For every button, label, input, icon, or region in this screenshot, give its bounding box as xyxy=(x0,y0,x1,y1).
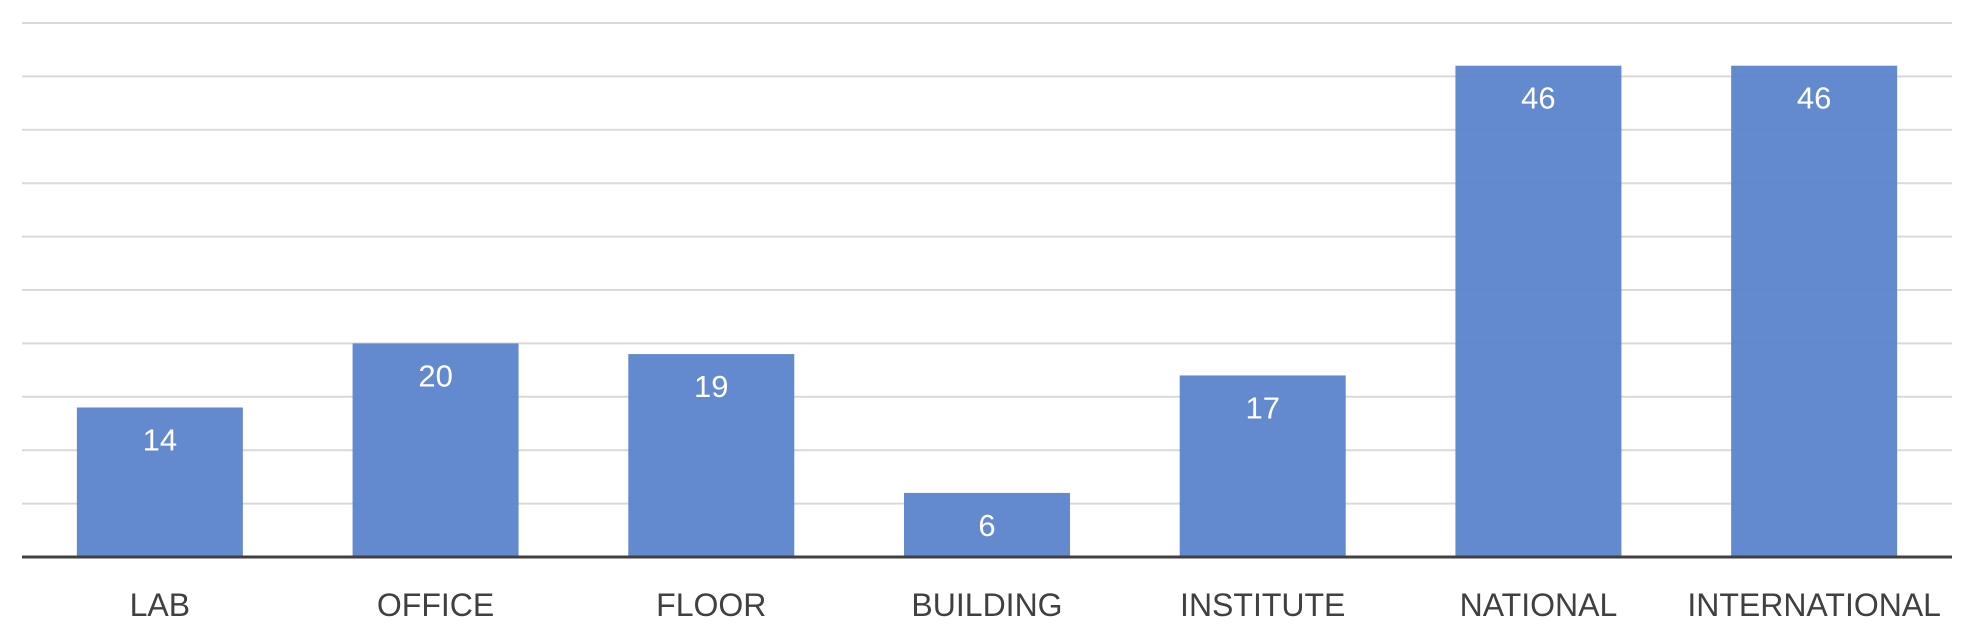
grid-lines xyxy=(22,22,1952,505)
data-label-building: 6 xyxy=(978,508,995,543)
category-label-office: OFFICE xyxy=(377,587,494,623)
bar-floor xyxy=(628,354,795,557)
data-label-office: 20 xyxy=(418,358,452,393)
category-label-lab: LAB xyxy=(130,587,190,623)
bar-national xyxy=(1455,65,1622,557)
bar-international xyxy=(1731,65,1898,557)
bar-office xyxy=(352,343,519,557)
category-label-international: INTERNATIONAL xyxy=(1687,587,1941,623)
bar-building xyxy=(904,492,1070,557)
data-label-lab: 14 xyxy=(143,422,177,457)
data-label-floor: 19 xyxy=(694,369,728,404)
category-label-institute: INSTITUTE xyxy=(1180,587,1345,623)
data-label-international: 46 xyxy=(1797,81,1831,116)
category-labels-group: LAB OFFICE FLOOR BUILDING INSTITUTE NATIONAL I… xyxy=(130,587,1941,623)
data-label-national: 46 xyxy=(1521,81,1555,116)
bar-lab xyxy=(76,407,243,557)
category-label-national: NATIONAL xyxy=(1460,587,1618,623)
data-labels-group: 14 20 19 6 17 46 46 xyxy=(143,81,1832,543)
bars-group xyxy=(76,65,1898,557)
bar-institute xyxy=(1179,375,1346,557)
data-label-institute: 17 xyxy=(1245,390,1279,425)
category-label-building: BUILDING xyxy=(911,587,1062,623)
category-label-floor: FLOOR xyxy=(656,587,766,623)
